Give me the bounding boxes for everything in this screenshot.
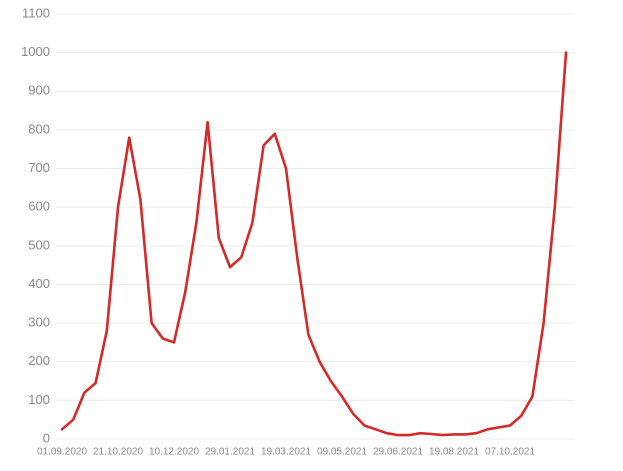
y-tick-label: 100 <box>28 392 50 407</box>
x-tick-label: 29.06.2021 <box>373 447 423 458</box>
y-tick-label: 400 <box>28 276 50 291</box>
x-tick-label: 09.05.2021 <box>317 447 367 458</box>
y-tick-label: 0 <box>43 430 50 445</box>
x-tick-label: 29.01.2021 <box>205 447 255 458</box>
y-tick-label: 700 <box>28 160 50 175</box>
x-tick-label: 01.09.2020 <box>37 447 87 458</box>
x-tick-label: 10.12.2020 <box>149 447 199 458</box>
y-tick-label: 900 <box>28 83 50 98</box>
y-tick-label: 1000 <box>21 44 50 59</box>
data-line <box>60 51 568 437</box>
y-tick-label: 1100 <box>22 5 50 20</box>
x-tick-label: 21.10.2020 <box>93 447 143 458</box>
x-tick-label: 19.03.2021 <box>261 447 311 458</box>
x-tick-label: 19.08.2021 <box>429 447 479 458</box>
y-tick-label: 200 <box>28 353 50 368</box>
y-tick-label: 600 <box>28 199 50 214</box>
y-tick-label: 500 <box>28 237 50 252</box>
x-tick-label: 07.10.2021 <box>485 447 535 458</box>
y-tick-label: 300 <box>28 315 50 330</box>
y-tick-label: 800 <box>28 121 50 136</box>
